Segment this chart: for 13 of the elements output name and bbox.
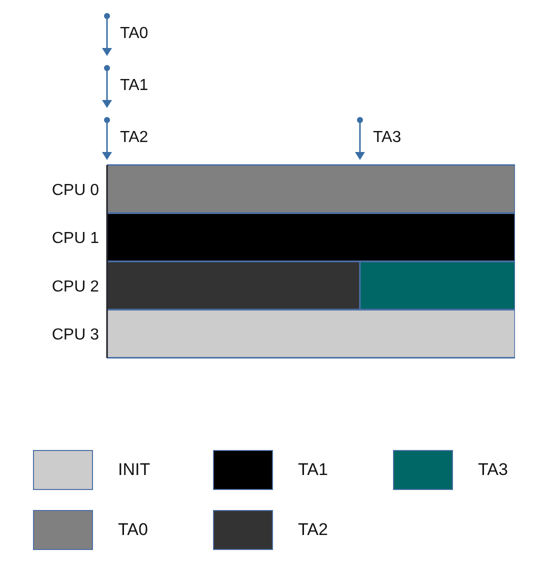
y-tick-label: CPU 0 — [52, 182, 100, 199]
y-tick-label: CPU 2 — [52, 278, 100, 296]
legend-label: TA0 — [118, 520, 148, 540]
text: TA3 — [372, 129, 402, 146]
text: TA0 — [120, 25, 148, 42]
legend-label: INIT — [118, 460, 150, 480]
text: TA2 — [120, 129, 148, 146]
y-tick-label: CPU 1 — [52, 230, 100, 248]
y-tick-label: CPU 3 — [52, 326, 100, 344]
legend-label: TA3 — [478, 460, 508, 480]
text: TA1 — [120, 77, 148, 94]
legend-label: TA1 — [298, 460, 328, 480]
legend-label: TA2 — [298, 520, 328, 540]
